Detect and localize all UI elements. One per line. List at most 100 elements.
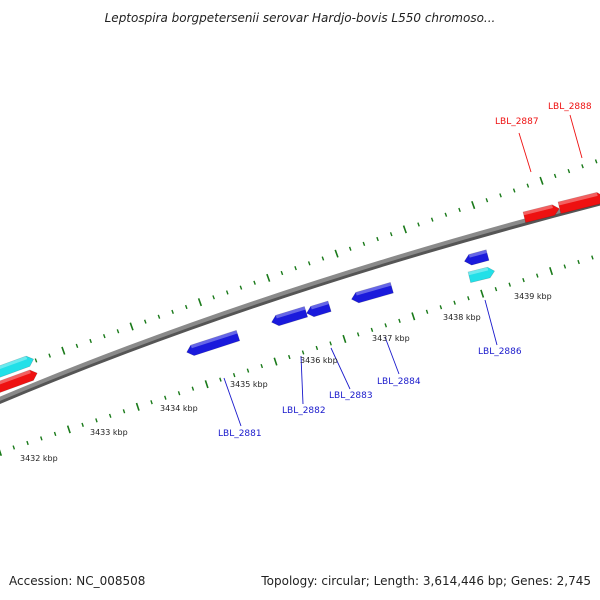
ruler-tick [398, 318, 401, 323]
ruler-tick [135, 402, 140, 411]
gene-arrow-lbl-2886 [463, 249, 490, 266]
ruler-tick [260, 363, 264, 369]
ruler-tick [246, 368, 250, 373]
gene-arrow-lbl-2884-body [351, 282, 394, 304]
gene-arrow-lbl-2887-body [522, 204, 560, 224]
outer-tick [307, 261, 311, 266]
gene-features [0, 192, 600, 394]
gene-arrow-lbl-2888-highlight [558, 192, 598, 206]
feature-arrow-cyan-2886-highlight [468, 267, 489, 276]
outer-tick [553, 173, 557, 179]
ruler-label: 3435 kbp [230, 380, 268, 389]
outer-tick [34, 358, 38, 363]
outer-tick [402, 225, 407, 234]
gene-arrow-lbl-2882-highlight [275, 306, 306, 319]
ruler-tick [219, 377, 222, 382]
ruler-tick [40, 436, 43, 441]
feature-arrow-cyan-highlight [0, 356, 28, 371]
outer-tick [348, 246, 352, 251]
outer-tick [485, 198, 489, 203]
gene-arrow-lbl-2883-body [306, 300, 332, 318]
ruler-tick [535, 273, 539, 278]
outer-tick [143, 319, 147, 324]
ruler-tick [0, 449, 3, 457]
ruler-tick [453, 300, 456, 305]
outer-tick [458, 207, 461, 213]
gene-arrow-forward-body [0, 369, 38, 394]
outer-tick [430, 217, 434, 222]
outer-tick [512, 188, 516, 193]
outer-tick [321, 256, 325, 261]
ruler-tick [411, 312, 416, 321]
ruler-labels: 3432 kbp 3433 kbp 3434 kbp 3435 kbp 3436 kbp… [20, 292, 552, 463]
ruler-tick [356, 332, 360, 337]
ruler-tick [301, 350, 305, 355]
gene-arrow-lbl-2883 [306, 300, 332, 318]
leader-line [330, 347, 351, 390]
ruler-tick [177, 391, 181, 396]
ruler-label: 3437 kbp [372, 334, 410, 343]
gene-arrow-forward-highlight [0, 370, 31, 387]
outer-tick [499, 193, 502, 198]
outer-tick [444, 212, 448, 217]
outer-tick [280, 270, 284, 276]
gene-label: LBL_2884 [377, 377, 421, 387]
accession-text: Accession: NC_008508 [9, 574, 146, 588]
ruler-tick [439, 305, 443, 310]
ruler-tick [150, 400, 153, 405]
gene-arrow-lbl-2882-body [271, 306, 309, 327]
ruler-tick [563, 264, 567, 269]
outer-tick [376, 236, 379, 242]
feature-arrow-cyan-2886 [467, 266, 495, 284]
ruler-tick [480, 289, 485, 298]
outer-tick [225, 290, 229, 295]
backbone-line [0, 198, 600, 401]
inner-tick-ruler [0, 255, 594, 457]
ruler-label: 3438 kbp [443, 313, 481, 322]
ruler-tick [26, 440, 29, 446]
feature-arrow-cyan-body [0, 355, 35, 378]
feature-arrow-cyan-2886-body [467, 266, 495, 284]
ruler-tick [425, 309, 429, 314]
outer-tick [116, 329, 120, 334]
outer-tick [239, 285, 243, 290]
outer-tick [334, 249, 339, 258]
gene-arrow-lbl-2887-highlight [523, 204, 553, 216]
leader-line [569, 114, 583, 159]
outer-tick [129, 322, 134, 331]
gene-arrow-lbl-2886-highlight [468, 249, 488, 258]
gene-arrow-lbl-2881 [186, 329, 241, 356]
ruler-tick [522, 277, 525, 283]
outer-tick [389, 232, 393, 237]
ruler-tick [315, 345, 319, 351]
gene-arrow-lbl-2881-highlight [190, 330, 238, 349]
outer-tick [253, 280, 256, 285]
outer-tick [471, 201, 476, 210]
outer-tick [539, 176, 544, 185]
outer-tick [184, 304, 188, 310]
ruler-tick [273, 357, 278, 366]
gene-label: LBL_2888 [548, 102, 592, 112]
ruler-label: 3439 kbp [514, 292, 552, 301]
ruler-tick [329, 341, 332, 346]
outer-tick [567, 168, 571, 174]
outer-tick [89, 338, 92, 344]
ruler-tick [508, 282, 512, 287]
gene-arrow-lbl-2886-body [463, 249, 490, 266]
ruler-label: 3436 kbp [300, 356, 338, 365]
ruler-tick [108, 413, 112, 418]
gene-arrow-lbl-2888-body [557, 192, 600, 215]
outer-tick [48, 353, 51, 358]
gene-arrow-lbl-2888 [557, 192, 600, 215]
ruler-label: 3433 kbp [90, 428, 128, 437]
ruler-tick [164, 395, 167, 400]
chromosome-backbone [0, 198, 600, 405]
ruler-tick [204, 380, 209, 389]
gene-label: LBL_2886 [478, 347, 522, 357]
ruler-tick [288, 354, 291, 360]
ruler-tick [66, 425, 71, 434]
gene-label: LBL_2887 [495, 117, 539, 127]
